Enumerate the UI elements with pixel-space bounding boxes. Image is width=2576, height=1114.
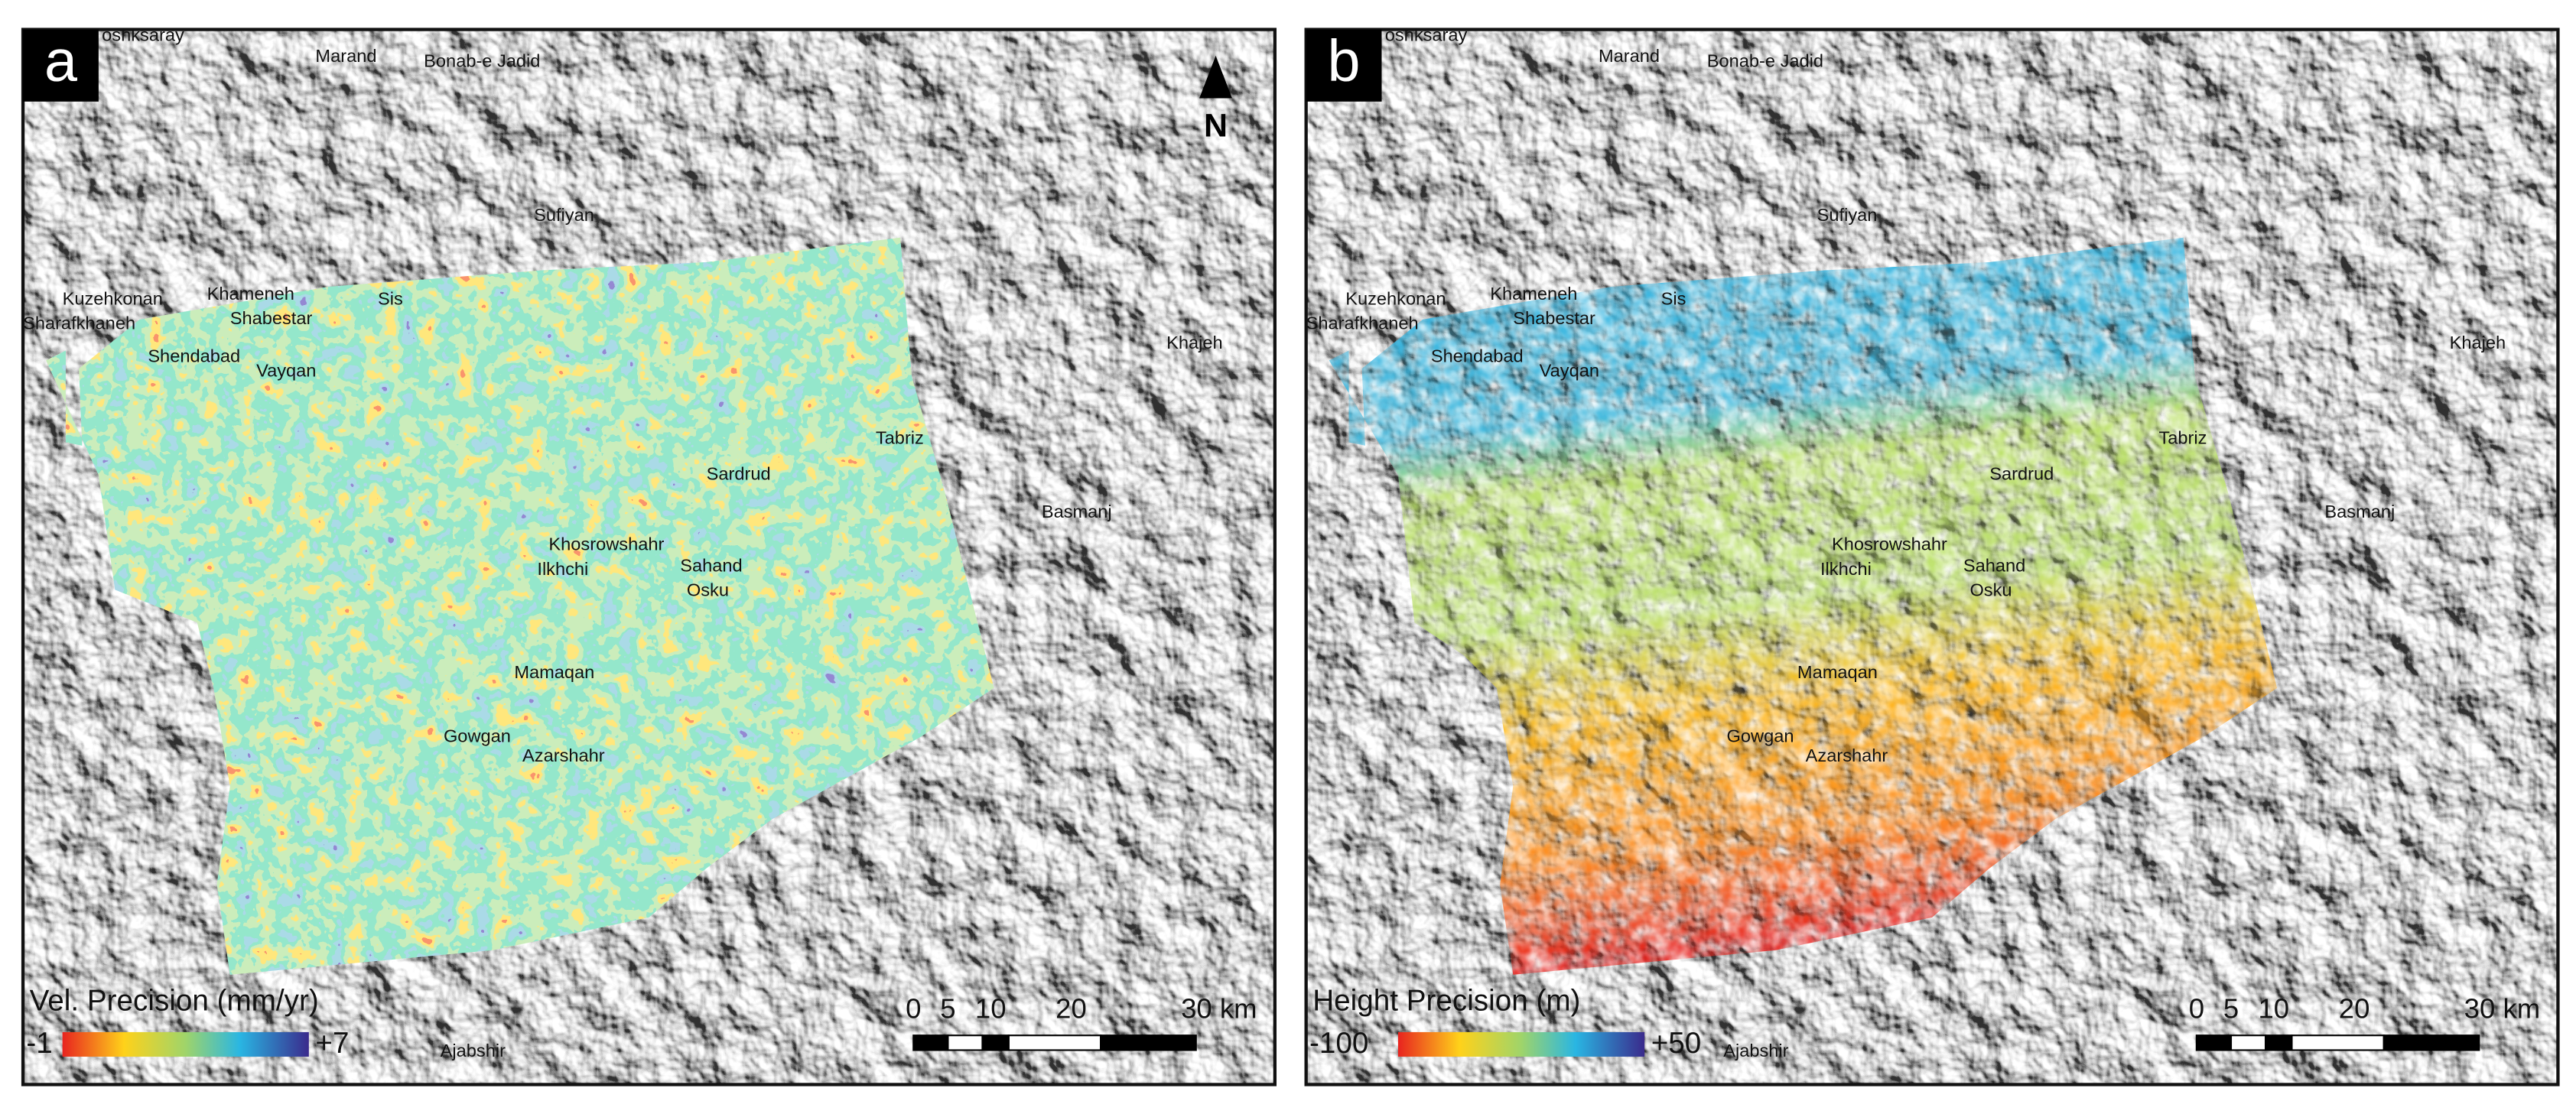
legend-min: -1 [26,1027,52,1060]
panel-label-box [1306,29,1382,102]
scale-bar-segment [1007,1034,1102,1051]
place-name: Sardrud [1989,464,2054,484]
north-label: N [1204,107,1228,144]
place-name: Mamaqan [1797,662,1878,682]
place-name: Marand [315,46,376,66]
place-name: Khajeh [1166,333,1223,352]
scale-bar-label: 30 km [2464,993,2540,1025]
place-name: Vayqan [1540,361,1599,381]
scale-bar-segment [1100,1034,1197,1051]
scale-bar-segment [2195,1034,2233,1051]
place-name: Vayqan [256,361,316,381]
place-name: Bonab-e Jadid [1707,51,1823,71]
scale-bar-label: 30 km [1181,993,1257,1025]
scale-bar-segment [2265,1034,2293,1051]
place-name: Tabriz [876,427,924,447]
place-name: Ajabshir [441,1041,506,1060]
place-name: Shabestar [230,308,313,328]
place-name: Sis [378,288,403,308]
place-name: Tabriz [2158,427,2207,447]
place-name: Kuzehkonan [1345,288,1446,308]
place-name: Osku [687,580,729,600]
scale-bar-segment [2230,1034,2267,1051]
place-name: Khameneh [1490,284,1577,304]
legend-min: -100 [1309,1027,1368,1060]
panel-label: b [1328,28,1361,94]
scale-bar-segment [947,1034,984,1051]
legend-title: Vel. Precision (mm/yr) [30,985,319,1018]
precision-overlay [46,237,994,975]
colorbar [62,1031,309,1057]
scale-bar-segment [912,1034,949,1051]
scale-bar-segment [2382,1034,2480,1051]
place-name: Shabestar [1513,308,1595,328]
place-name: Azarshahr [522,745,605,765]
place-name: Shendabad [1431,346,1524,365]
place-name: Sufiyan [1817,205,1878,225]
scale-bar-label: 20 [2339,993,2370,1025]
panel-frame [1304,28,2560,1086]
place-name: Sahand [680,556,742,576]
precision-overlay [1329,237,2278,975]
scale-bar-label: 5 [940,993,955,1025]
scale-bar-segment [2291,1034,2385,1051]
map-panel: oshksaray Marand Bonab-e Jadid Sufiyan Kuzeh… [21,24,1277,1086]
place-name: Sardrud [707,464,771,484]
place-name: Sharafkhaneh [23,313,135,333]
place-name: Ilkhchi [1820,559,1872,579]
scale-bar-segment [981,1034,1010,1051]
place-name: Osku [1969,580,2012,600]
panel-frame [21,28,1277,1086]
place-name: Sufiyan [534,205,594,225]
north-arrow [1199,55,1232,99]
place-name: Marand [1599,46,1660,66]
legend-max: +7 [315,1027,349,1060]
place-name: Bonab-e Jadid [424,51,540,71]
panel-label: a [44,28,77,94]
legend-title: Height Precision (m) [1312,985,1580,1018]
map-panel: oshksaray Marand Bonab-e Jadid Sufiyan Kuzeh… [1304,24,2560,1086]
place-name: oshksaray [1385,24,1468,44]
scale-bar-label: 10 [975,993,1007,1025]
scale-bar-label: 10 [2259,993,2290,1025]
place-name: Azarshahr [1806,745,1888,765]
place-name: Sharafkhaneh [1306,313,1419,333]
place-name: Khajeh [2450,333,2506,352]
place-name: Khameneh [207,284,294,304]
place-name: Shendabad [148,346,240,365]
place-name: Ajabshir [1723,1041,1788,1060]
place-name: Gowgan [444,726,511,745]
place-name: Basmanj [1042,502,1112,521]
place-name: Gowgan [1727,726,1794,745]
place-name: Khosrowshahr [548,534,664,554]
place-name: Sahand [1963,556,2025,576]
place-name: Sis [1661,288,1686,308]
figure-root: oshksaray Marand Bonab-e Jadid Sufiyan Kuzeh… [21,24,2560,1086]
colorbar [1397,1031,1645,1057]
place-name: Khosrowshahr [1832,534,1947,554]
place-name: Basmanj [2324,502,2395,521]
scale-bar-label: 20 [1055,993,1087,1025]
place-name: Ilkhchi [537,559,588,579]
place-name: oshksaray [102,24,184,44]
scale-bar-label: 0 [2189,993,2204,1025]
place-name: Mamaqan [514,662,594,682]
place-name: Kuzehkonan [63,288,163,308]
legend-max: +50 [1651,1027,1702,1060]
scale-bar-label: 0 [906,993,921,1025]
panel-label-box [23,29,99,102]
scale-bar-label: 5 [2223,993,2239,1025]
